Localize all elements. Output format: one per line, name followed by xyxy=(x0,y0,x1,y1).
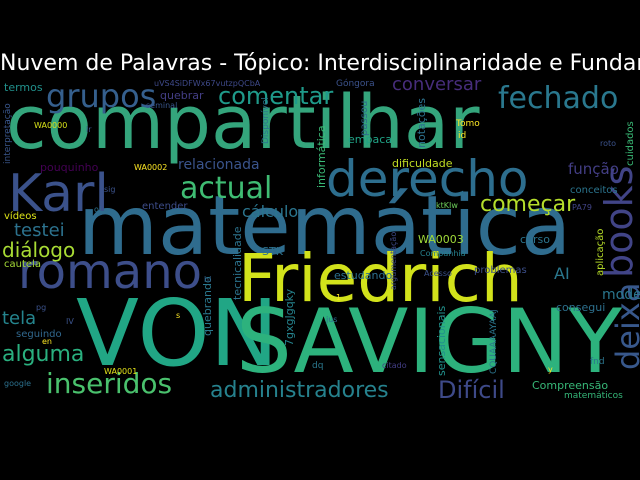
word: conceitos xyxy=(570,185,618,196)
word: Difícil xyxy=(438,376,505,404)
word: derecho xyxy=(326,150,529,208)
word: STK xyxy=(262,245,283,258)
word: passou xyxy=(359,100,370,136)
word: CQUAAAAYAAJ xyxy=(489,309,499,374)
word: sig xyxy=(104,185,116,194)
word: 1 xyxy=(336,293,342,302)
word: Karl xyxy=(8,164,109,224)
word: sensacionais xyxy=(435,305,448,376)
word: diálogo xyxy=(2,238,76,262)
word: ktKIw xyxy=(436,201,458,210)
word: começar xyxy=(480,192,576,217)
word: cálculo xyxy=(242,202,299,221)
word: curso xyxy=(520,233,551,246)
word: vídeos xyxy=(4,211,37,222)
word: quebrar xyxy=(160,89,204,102)
word: Tomo xyxy=(456,119,480,129)
word: modelo xyxy=(602,287,640,303)
word: uVS4SiDFWx67vutzpQCbA xyxy=(154,79,261,88)
word: lr xyxy=(86,125,92,134)
word: tecnicalidade xyxy=(231,226,244,300)
word: pouquinho xyxy=(40,161,99,174)
word: WA0002 xyxy=(134,163,168,172)
word: PA79 xyxy=(572,203,592,212)
word: VON xyxy=(76,280,279,387)
word: fechado xyxy=(498,81,619,116)
word: entender xyxy=(142,201,188,212)
word: romano xyxy=(18,244,203,300)
word: actual xyxy=(180,171,273,206)
word: relacionada xyxy=(178,157,260,173)
word: y xyxy=(548,365,553,374)
word: função xyxy=(568,160,619,178)
word: dq xyxy=(312,361,324,371)
wordcloud-title: Nuvem de Palavras - Tópico: Interdiscipl… xyxy=(0,51,640,76)
word: IV xyxy=(66,317,74,326)
word: alguma xyxy=(2,342,85,367)
word: en xyxy=(42,337,52,346)
word: Friedrich xyxy=(238,240,523,317)
word: google xyxy=(4,379,32,388)
word: argumentação xyxy=(389,231,398,290)
word: interpretação xyxy=(3,103,13,164)
word: s xyxy=(176,311,181,320)
word: matemáticos xyxy=(564,391,623,401)
word: seminal xyxy=(146,101,178,110)
word: cautela xyxy=(4,259,41,270)
word: WA0000 xyxy=(34,121,68,130)
word: empaca xyxy=(348,133,392,146)
word: compartilhar xyxy=(6,80,480,166)
word: estudando xyxy=(334,269,393,282)
word: termos xyxy=(4,81,43,94)
word: Acesso xyxy=(424,269,452,278)
word: Disponível xyxy=(261,97,271,144)
word: Compreensão xyxy=(532,379,609,392)
word: citado xyxy=(382,361,407,370)
word: inseridos xyxy=(46,367,173,400)
word: WA0003 xyxy=(418,233,464,246)
word: comentar xyxy=(218,82,334,110)
word: quebrando xyxy=(201,276,214,336)
word: hl xyxy=(204,275,212,284)
word: Góngora xyxy=(336,79,375,89)
word: id xyxy=(458,131,467,141)
word: 7gxgJgqky xyxy=(283,288,296,346)
word: testei xyxy=(14,220,65,241)
word-cloud: compartilhar matemática VON SAVIGNY Frie… xyxy=(0,78,640,411)
word: aplicação xyxy=(595,228,606,276)
word: cuidados xyxy=(625,121,636,166)
word: problemas xyxy=(474,265,527,276)
word: conversar xyxy=(392,78,482,95)
word: oi xyxy=(94,205,102,214)
word: dificuldade xyxy=(392,157,453,170)
word: matemática xyxy=(78,179,572,274)
word: notações xyxy=(415,97,428,148)
word: AI xyxy=(554,264,570,283)
word: seguindo xyxy=(16,329,62,340)
word: jus xyxy=(326,315,338,324)
word: roto xyxy=(600,139,617,148)
word: grupos xyxy=(46,78,157,115)
word: Companhia xyxy=(420,249,466,258)
word: fnd xyxy=(590,357,605,367)
word: pg xyxy=(36,303,47,312)
word: WA0001 xyxy=(104,367,138,376)
word: consegui xyxy=(556,301,606,314)
word: administradores xyxy=(210,378,389,403)
word: SAVIGNY xyxy=(236,290,622,393)
word: tela xyxy=(2,308,37,329)
word: informática xyxy=(315,125,328,188)
